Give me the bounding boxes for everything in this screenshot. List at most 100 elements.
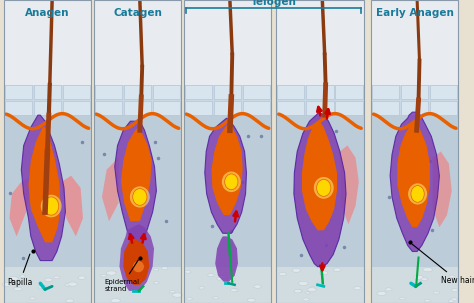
Ellipse shape (173, 293, 182, 297)
Ellipse shape (9, 277, 18, 281)
Ellipse shape (78, 276, 86, 279)
Ellipse shape (154, 268, 159, 271)
Polygon shape (123, 239, 149, 285)
Ellipse shape (45, 278, 53, 281)
Ellipse shape (186, 298, 192, 300)
Bar (401, 85, 428, 99)
Ellipse shape (292, 268, 301, 272)
Bar (5, 85, 32, 99)
Ellipse shape (133, 188, 147, 205)
Bar (371, 0, 458, 303)
Ellipse shape (219, 275, 227, 279)
Bar (336, 101, 363, 115)
Ellipse shape (452, 289, 458, 291)
Ellipse shape (130, 186, 150, 208)
Bar (276, 0, 364, 85)
Bar (372, 85, 399, 99)
Ellipse shape (230, 289, 237, 292)
Polygon shape (433, 152, 452, 227)
Ellipse shape (132, 261, 144, 273)
Bar (94, 0, 181, 85)
Ellipse shape (423, 268, 432, 272)
Ellipse shape (319, 271, 328, 275)
Ellipse shape (38, 285, 46, 289)
Bar (401, 101, 428, 115)
Ellipse shape (111, 298, 120, 303)
Polygon shape (102, 158, 118, 221)
Ellipse shape (217, 278, 222, 280)
Ellipse shape (41, 195, 62, 218)
Ellipse shape (126, 283, 132, 286)
Ellipse shape (65, 284, 71, 286)
Bar (430, 85, 457, 99)
Bar (371, 85, 458, 115)
Polygon shape (121, 127, 152, 221)
Ellipse shape (228, 278, 235, 281)
Bar (95, 101, 122, 115)
Ellipse shape (448, 300, 454, 302)
Bar (124, 85, 151, 99)
Bar (243, 101, 270, 115)
Bar (95, 85, 122, 99)
Bar (94, 267, 181, 303)
Bar (276, 267, 364, 303)
Bar (4, 0, 91, 303)
Text: Telogen: Telogen (251, 0, 297, 7)
Ellipse shape (199, 287, 204, 289)
Bar (371, 115, 458, 303)
Ellipse shape (310, 287, 315, 289)
Ellipse shape (254, 285, 262, 288)
Ellipse shape (222, 171, 241, 192)
Bar (276, 115, 364, 303)
Bar (185, 85, 212, 99)
Polygon shape (215, 236, 238, 282)
Ellipse shape (408, 183, 427, 205)
Bar (94, 115, 181, 303)
Bar (34, 85, 61, 99)
Ellipse shape (101, 275, 107, 277)
Polygon shape (119, 224, 154, 291)
Bar (371, 0, 458, 85)
Text: Epidermal
strand: Epidermal strand (104, 260, 139, 292)
Polygon shape (390, 112, 439, 251)
Ellipse shape (400, 297, 405, 300)
Ellipse shape (125, 274, 133, 277)
Bar (4, 85, 91, 115)
Ellipse shape (208, 274, 214, 277)
Polygon shape (302, 121, 337, 230)
Ellipse shape (213, 297, 219, 299)
Bar (63, 85, 90, 99)
Bar (214, 85, 241, 99)
Ellipse shape (66, 299, 74, 303)
Polygon shape (115, 121, 156, 242)
Ellipse shape (449, 275, 455, 278)
Bar (336, 85, 363, 99)
Polygon shape (205, 118, 246, 233)
Bar (214, 101, 241, 115)
Bar (277, 101, 304, 115)
Bar (4, 267, 91, 303)
Ellipse shape (305, 292, 310, 294)
Ellipse shape (414, 275, 423, 280)
Bar (4, 0, 91, 85)
Ellipse shape (2, 282, 11, 286)
Ellipse shape (68, 282, 77, 286)
Bar (153, 101, 180, 115)
Bar (94, 85, 181, 115)
Text: Early Anagen: Early Anagen (376, 8, 454, 18)
Ellipse shape (19, 275, 26, 278)
Ellipse shape (130, 272, 136, 275)
Bar (276, 0, 364, 303)
Bar (430, 101, 457, 115)
Bar (306, 101, 334, 115)
Bar (184, 0, 271, 85)
Bar (124, 101, 151, 115)
Ellipse shape (425, 299, 430, 302)
Polygon shape (397, 121, 430, 227)
Bar (184, 115, 271, 303)
Ellipse shape (232, 289, 239, 292)
Bar (372, 101, 399, 115)
Ellipse shape (385, 288, 392, 291)
Polygon shape (62, 176, 83, 236)
Polygon shape (340, 145, 359, 224)
